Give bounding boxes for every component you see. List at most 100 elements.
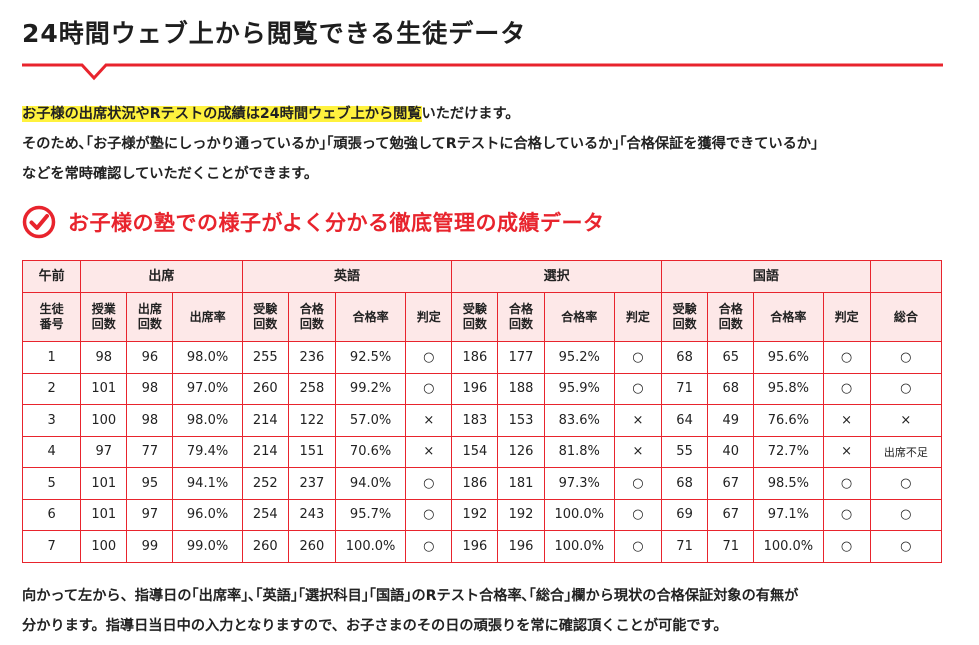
table-cell: 95.6% [753, 341, 824, 374]
table-cell: 258 [287, 372, 336, 405]
table-cell: 57.0% [334, 404, 407, 437]
table-cell: 99.0% [172, 530, 243, 563]
table-row: 4 97 77 79.4% 214 151 70.6% × 154 126 81.8% × 55 40 72… [21, 435, 943, 468]
table-cell: × [405, 435, 453, 468]
header-session: 午前 [21, 260, 82, 293]
table-cell: 243 [287, 498, 336, 531]
table-row: 2 101 98 97.0% 260 258 99.2% ○ 196 188 95.9% ○ 71 68 9… [21, 372, 943, 405]
table-row: 1 98 96 98.0% 255 236 92.5% ○ 186 177 95.2% ○ 68 65 95… [21, 341, 943, 374]
table-cell: 186 [451, 341, 499, 374]
header-english-pass-rate: 合格率 [334, 292, 407, 342]
table-cell: 7 [21, 530, 82, 563]
table-cell: ○ [405, 372, 453, 405]
table-cell: 68 [707, 372, 755, 405]
table-cell: 255 [241, 341, 289, 374]
table-cell: 96 [126, 341, 174, 374]
table-cell: 71 [660, 530, 709, 563]
table-cell: 92.5% [334, 341, 407, 374]
check-circle-icon [22, 205, 56, 239]
table-cell: 68 [660, 341, 709, 374]
table-cell: 260 [287, 530, 336, 563]
table-cell: 192 [451, 498, 499, 531]
table-cell: 260 [241, 530, 289, 563]
table-cell: ○ [405, 467, 453, 500]
table-cell: × [822, 404, 871, 437]
header-attend-count: 出席 回数 [126, 292, 174, 342]
table-cell: ○ [405, 341, 453, 374]
table-cell: 94.0% [334, 467, 407, 500]
header-japanese-pass-rate: 合格率 [753, 292, 824, 342]
table-cell: 71 [660, 372, 709, 405]
table-cell: 98.0% [172, 341, 243, 374]
header-japanese-taken: 受験 回数 [660, 292, 709, 342]
intro-text: お子様の出席状況やRテストの成績は24時間ウェブ上から閲覧いただけます。 そのた… [22, 99, 957, 189]
table-cell: 81.8% [543, 435, 615, 468]
table-cell: 214 [241, 435, 289, 468]
table-cell: 98 [126, 404, 174, 437]
page-title: 24時間ウェブ上から閲覧できる生徒データ [22, 19, 527, 48]
table-cell: 100.0% [543, 498, 615, 531]
table-cell: ○ [613, 372, 663, 405]
grades-table: 午前 出席 英語 選択 国語 生徒 番号 授業 回数 出席 回数 出席率 受験 回数 合… [21, 260, 943, 563]
header-english: 英語 [241, 260, 453, 293]
table-cell: 70.6% [334, 435, 407, 468]
table-cell: 122 [287, 404, 336, 437]
table-cell: ○ [613, 530, 663, 563]
table-cell: ○ [822, 467, 871, 500]
table-cell: × [613, 435, 663, 468]
table-cell: 154 [451, 435, 499, 468]
table-cell: 95.9% [543, 372, 615, 405]
table-cell: 101 [80, 372, 128, 405]
section-title: お子様の塾での様子がよく分かる徹底管理の成績データ [68, 211, 605, 235]
table-cell: 出席不足 [869, 435, 943, 468]
table-cell: ○ [405, 498, 453, 531]
table-cell: 100 [80, 530, 128, 563]
table-cell: 101 [80, 467, 128, 500]
header-english-judgement: 判定 [405, 292, 453, 342]
table-cell: 5 [21, 467, 82, 500]
table-cell: 97.3% [543, 467, 615, 500]
table-cell: 71 [707, 530, 755, 563]
table-cell: 237 [287, 467, 336, 500]
table-cell: ○ [613, 498, 663, 531]
table-cell: 151 [287, 435, 336, 468]
table-cell: 196 [451, 530, 499, 563]
table-row: 3 100 98 98.0% 214 122 57.0% × 183 153 83.6% × 64 49 7… [21, 404, 943, 437]
header-japanese-passed: 合格 回数 [707, 292, 755, 342]
table-cell: 97.0% [172, 372, 243, 405]
table-cell: 196 [497, 530, 545, 563]
header-elective-pass-rate: 合格率 [543, 292, 615, 342]
table-cell: 186 [451, 467, 499, 500]
table-cell: ○ [613, 341, 663, 374]
table-cell: 2 [21, 372, 82, 405]
intro-line-2: そのため､｢お子様が塾にしっかり通っているか｣｢頑張って勉強してRテストに合格し… [22, 136, 819, 152]
header-elective-taken: 受験 回数 [451, 292, 499, 342]
table-cell: 196 [451, 372, 499, 405]
table-cell: × [822, 435, 871, 468]
intro-highlight: お子様の出席状況やRテストの成績は24時間ウェブ上から閲覧 [22, 106, 422, 122]
table-cell: ○ [869, 498, 943, 531]
header-overall-group [869, 260, 943, 293]
footer-line-2: 分かります。指導日当日中の入力となりますので、お子さまのその日の頑張りを常に確認… [22, 618, 728, 634]
header-elective-judgement: 判定 [613, 292, 663, 342]
table-row: 6 101 97 96.0% 254 243 95.7% ○ 192 192 100.0% ○ 69 67… [21, 498, 943, 531]
table-cell: ○ [869, 341, 943, 374]
header-student-no: 生徒 番号 [21, 292, 82, 342]
table-cell: 101 [80, 498, 128, 531]
table-cell: 183 [451, 404, 499, 437]
table-cell: × [613, 404, 663, 437]
table-cell: 67 [707, 498, 755, 531]
table-cell: 76.6% [753, 404, 824, 437]
table-cell: ○ [822, 372, 871, 405]
header-english-passed: 合格 回数 [287, 292, 336, 342]
table-row: 7 100 99 99.0% 260 260 100.0% ○ 196 196 100.0% ○ 71 7… [21, 530, 943, 563]
intro-line-1: お子様の出席状況やRテストの成績は24時間ウェブ上から閲覧いただけます。 [22, 99, 957, 129]
table-cell: 99 [126, 530, 174, 563]
table-cell: 83.6% [543, 404, 615, 437]
header-japanese-judgement: 判定 [822, 292, 871, 342]
table-cell: 96.0% [172, 498, 243, 531]
table-cell: 95 [126, 467, 174, 500]
table-cell: 77 [126, 435, 174, 468]
footer-text: 向かって左から、指導日の｢出席率｣､｢英語｣｢選択科目｣｢国語｣のRテスト合格率… [22, 581, 957, 641]
table-cell: 4 [21, 435, 82, 468]
